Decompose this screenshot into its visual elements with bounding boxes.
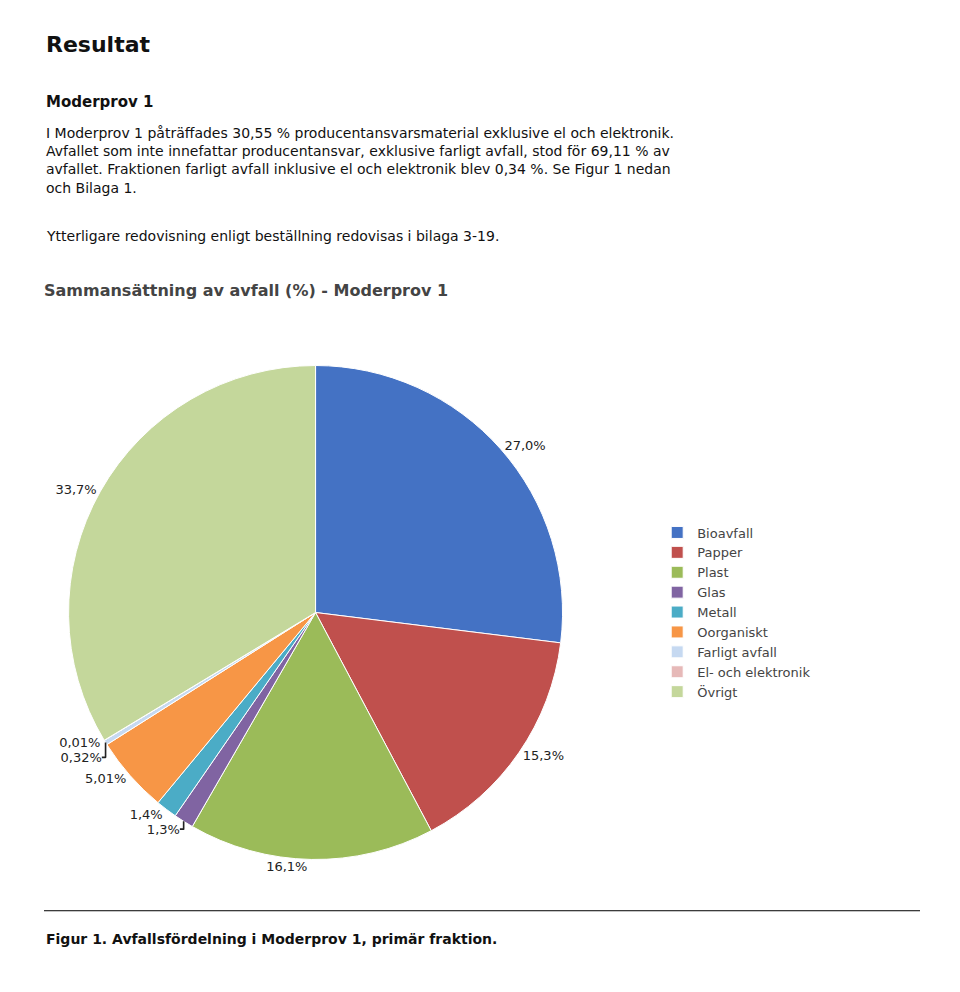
svg-text:Figur 1. Avfallsfördelning i M: Figur 1. Avfallsfördelning i Moderprov 1… (46, 931, 497, 947)
svg-text:33,7%: 33,7% (55, 482, 96, 497)
svg-text:1,3%: 1,3% (147, 822, 180, 837)
svg-text:Metall: Metall (697, 605, 737, 620)
svg-text:Papper: Papper (697, 545, 743, 560)
svg-text:Farligt avfall: Farligt avfall (697, 645, 777, 660)
svg-text:Moderprov 1: Moderprov 1 (46, 93, 153, 111)
svg-text:Resultat: Resultat (46, 32, 151, 57)
svg-text:0,32%: 0,32% (61, 750, 102, 765)
svg-text:27,0%: 27,0% (504, 438, 545, 453)
svg-text:Oorganiskt: Oorganiskt (697, 625, 768, 640)
svg-text:1,4%: 1,4% (130, 807, 163, 822)
svg-text:15,3%: 15,3% (523, 748, 564, 763)
svg-text:Glas: Glas (697, 585, 726, 600)
svg-text:El- och elektronik: El- och elektronik (697, 665, 810, 680)
svg-text:5,01%: 5,01% (85, 771, 126, 786)
svg-text:16,1%: 16,1% (266, 859, 307, 874)
svg-text:Övrigt: Övrigt (697, 684, 737, 700)
svg-text:I Moderprov 1 påträffades 30,5: I Moderprov 1 påträffades 30,55 % produc… (46, 125, 674, 196)
svg-text:Sammansättning av avfall (%) -: Sammansättning av avfall (%) - Moderprov… (44, 281, 448, 300)
svg-text:Bioavfall: Bioavfall (697, 526, 753, 541)
svg-text:Ytterligare redovisning enligt: Ytterligare redovisning enligt beställni… (46, 228, 499, 244)
svg-text:Plast: Plast (697, 565, 728, 580)
svg-text:0,01%: 0,01% (59, 735, 100, 750)
